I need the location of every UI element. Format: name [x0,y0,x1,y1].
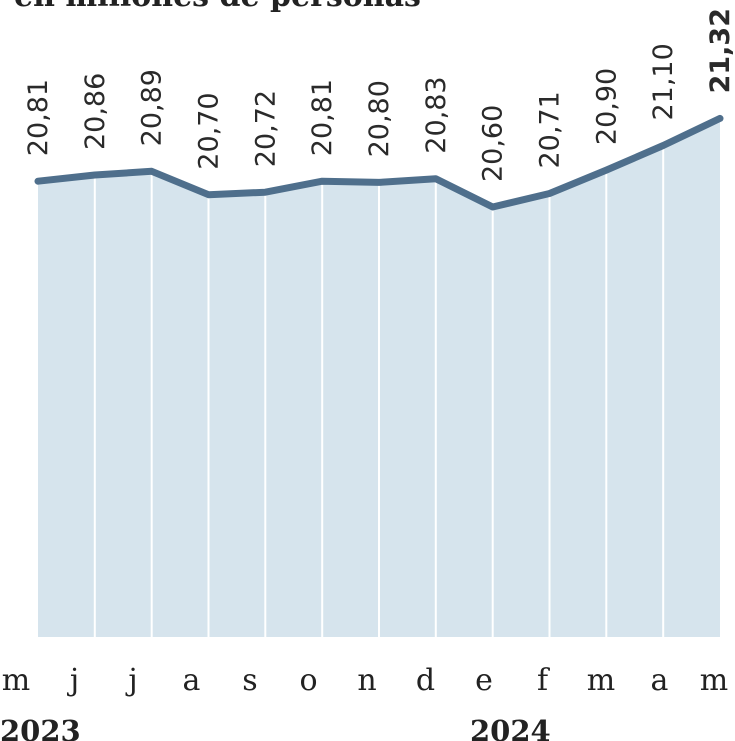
data-label: 20,83 [421,76,452,153]
data-label: 20,72 [250,90,281,167]
data-label: 20,80 [364,80,395,157]
x-tick-label: j [125,663,137,698]
data-label: 20,71 [535,91,566,168]
data-label: 20,86 [80,73,111,150]
x-axis-year-labels: 2023 2024 [0,714,551,741]
data-label: 21,32 [705,8,735,93]
data-label: 20,81 [23,79,54,156]
x-tick-label: o [299,663,317,698]
data-label: 20,89 [137,69,168,146]
x-tick-label: s [242,663,257,698]
data-label: 21,10 [648,43,679,120]
vertical-gridlines [93,148,665,637]
x-tick-label: a [651,663,669,698]
x-tick-label: j [67,663,79,698]
data-label: 20,81 [307,79,338,156]
x-tick-label: m [2,663,30,698]
data-label: 20,60 [478,105,509,182]
data-label: 20,90 [591,68,622,145]
x-tick-label: d [416,663,435,698]
data-label: 20,70 [194,92,225,169]
x-tick-label: n [357,663,376,698]
chart-subtitle: en millones de personas [14,0,421,14]
data-labels: 20,81 20,86 20,89 20,70 20,72 20,81 20,80 20,83… [23,8,735,182]
x-tick-label: a [183,663,201,698]
x-tick-label: f [537,663,550,698]
year-label: 2024 [470,714,551,741]
series-line [34,114,724,211]
year-label: 2023 [0,714,81,741]
x-tick-label: m [700,663,728,698]
x-tick-label: e [475,663,493,698]
x-tick-label: m [587,663,615,698]
